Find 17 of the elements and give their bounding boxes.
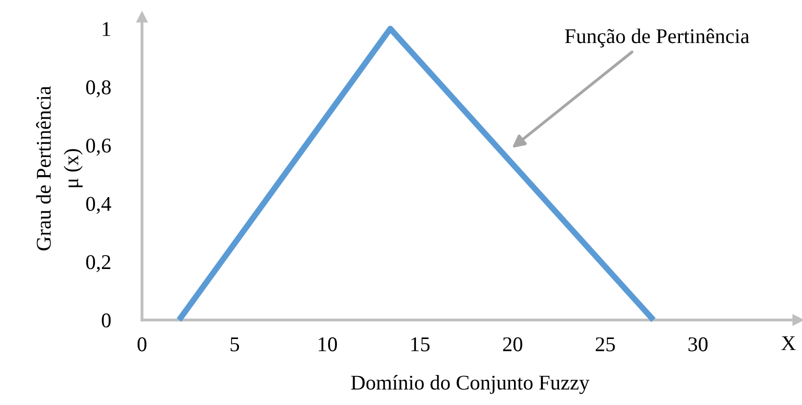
y-tick-label: 0,6 bbox=[86, 138, 111, 156]
annotation: Função de Pertinência bbox=[565, 28, 750, 48]
y-tick-label: 0,2 bbox=[86, 255, 110, 272]
x-tick-label: 0 bbox=[138, 337, 146, 352]
x-tick-label: 25 bbox=[596, 337, 615, 352]
x-tick-label: 20 bbox=[503, 337, 522, 352]
y-axis-title: Grau de Pertinência μ (x) bbox=[36, 86, 83, 250]
x-tick-label: 15 bbox=[411, 337, 430, 352]
x-axis-title: Domínio do Conjunto Fuzzy bbox=[351, 375, 590, 394]
text: X bbox=[781, 336, 796, 350]
y-tick-label: 1 bbox=[102, 22, 110, 36]
x-tick-label: 30 bbox=[688, 337, 708, 352]
y-tick-label: 0,8 bbox=[86, 80, 111, 98]
y-tick-label: 0 bbox=[102, 313, 111, 328]
x-tick-label: 10 bbox=[318, 337, 337, 352]
x-tick-label: 5 bbox=[230, 337, 240, 352]
y-tick-label: 0,4 bbox=[86, 196, 112, 214]
